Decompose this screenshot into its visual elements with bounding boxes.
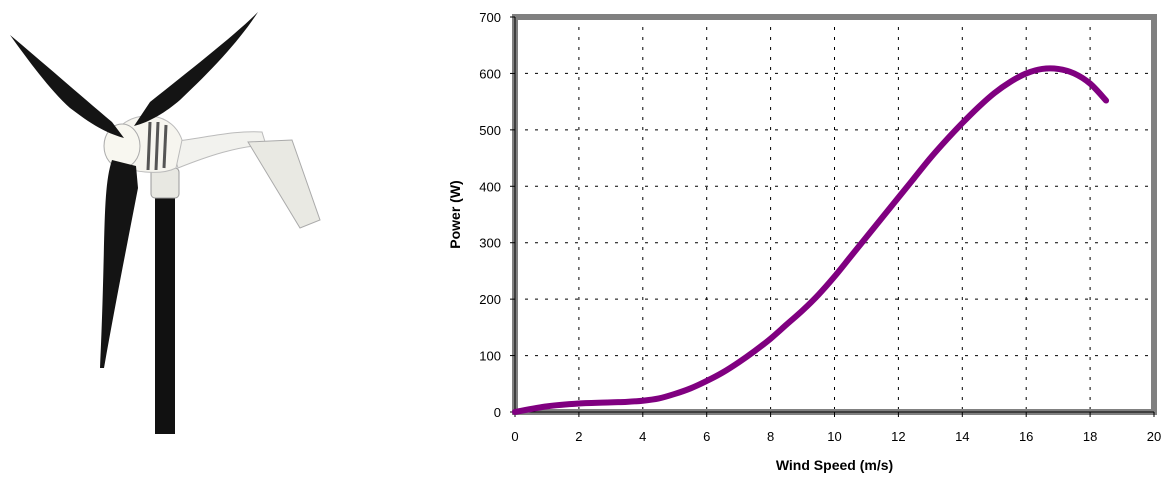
y-tick-label: 200 [479, 292, 501, 307]
y-tick-label: 500 [479, 123, 501, 138]
turbine-blade-right [134, 12, 258, 126]
x-tick-label: 0 [511, 429, 518, 444]
x-tick-label: 14 [955, 429, 969, 444]
x-tick-label: 4 [639, 429, 646, 444]
turbine-blade-left [10, 35, 124, 138]
x-tick-label: 2 [575, 429, 582, 444]
x-tick-label: 6 [703, 429, 710, 444]
grid-lines [515, 17, 1154, 412]
y-tick-label: 600 [479, 66, 501, 81]
turbine-nacelle-fins [146, 121, 168, 171]
plot-frame [512, 14, 1157, 415]
y-ticks: 0 100 200 300 400 500 600 700 [479, 10, 515, 420]
turbine-blade-bottom [100, 160, 138, 368]
y-tick-label: 400 [479, 179, 501, 194]
x-tick-label: 16 [1019, 429, 1033, 444]
x-ticks: 0 2 4 6 8 10 12 14 16 18 20 [511, 412, 1161, 444]
x-tick-label: 12 [891, 429, 905, 444]
power-curve-line [512, 65, 1110, 415]
wind-turbine-icon [10, 12, 321, 434]
y-axis-title: Power (W) [447, 180, 463, 248]
x-tick-label: 20 [1147, 429, 1161, 444]
y-tick-label: 0 [494, 405, 501, 420]
x-axis-title: Wind Speed (m/s) [776, 457, 893, 473]
turbine-tower [155, 178, 175, 434]
turbine-tail-fin [247, 139, 321, 229]
series-group [512, 65, 1110, 415]
x-tick-label: 8 [767, 429, 774, 444]
x-tick-label: 10 [827, 429, 841, 444]
y-tick-label: 700 [479, 10, 501, 25]
y-tick-label: 100 [479, 349, 501, 364]
y-tick-label: 300 [479, 236, 501, 251]
x-tick-label: 18 [1083, 429, 1097, 444]
